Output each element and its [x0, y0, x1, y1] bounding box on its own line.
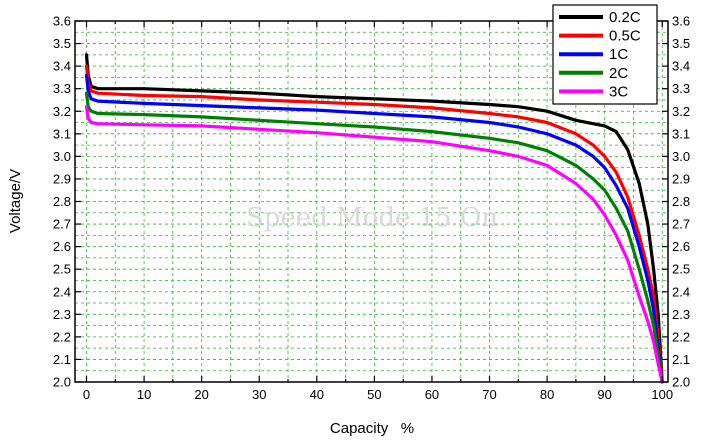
x-tick-label: 0	[83, 387, 90, 402]
series-lines	[84, 53, 664, 384]
series-line-0.5C	[84, 64, 664, 384]
x-tick-label: 40	[310, 387, 324, 402]
x-axis-title: Capacity %	[330, 420, 414, 437]
y-tick-label-right: 3.0	[672, 149, 690, 164]
legend-label-0.5C: 0.5C	[609, 28, 641, 45]
y-tick-label-left: 3.0	[53, 149, 71, 164]
series-line-3C	[84, 105, 664, 384]
y-tick-label-right: 2.9	[672, 171, 690, 186]
y-tick-label-left: 2.0	[53, 375, 71, 390]
legend-box	[552, 4, 658, 105]
grid	[75, 21, 668, 382]
y-tick-label-right: 2.0	[672, 375, 690, 390]
tick-labels: 2.0 2.0 2.1 2.1 2.2 2.2 2.3 2.3 2.4 2.4 2.5 2.5 2.6 2…	[53, 14, 690, 403]
y-tick-label-left: 2.2	[53, 329, 71, 344]
y-tick-label-right: 2.3	[672, 307, 690, 322]
y-tick-label-left: 3.5	[53, 36, 71, 51]
y-tick-label-left: 2.1	[53, 352, 71, 367]
y-tick-label-right: 3.1	[672, 126, 690, 141]
y-tick-label-right: 2.8	[672, 194, 690, 209]
watermark: Speed Mode 15 On	[246, 203, 498, 233]
legend-label-0.2C: 0.2C	[609, 9, 641, 26]
y-tick-label-right: 3.2	[672, 104, 690, 119]
x-tick-label: 50	[367, 387, 381, 402]
y-tick-label-right: 2.2	[672, 329, 690, 344]
y-tick-label-left: 3.3	[53, 81, 71, 96]
y-tick-label-right: 2.1	[672, 352, 690, 367]
x-tick-label: 30	[252, 387, 266, 402]
x-tick-label: 90	[597, 387, 611, 402]
legend-label-2C: 2C	[609, 65, 628, 82]
x-tick-label: 70	[482, 387, 496, 402]
x-tick-label: 10	[137, 387, 151, 402]
y-tick-label-right: 3.3	[672, 81, 690, 96]
legend-label-1C: 1C	[609, 46, 628, 63]
y-tick-label-right: 3.6	[672, 14, 690, 29]
y-tick-label-right: 2.7	[672, 217, 690, 232]
x-tick-label: 80	[540, 387, 554, 402]
y-tick-label-left: 3.4	[53, 59, 71, 74]
series-line-1C	[84, 73, 664, 384]
series-line-2C	[84, 91, 664, 384]
y-tick-label-right: 2.6	[672, 239, 690, 254]
legend-label-3C: 3C	[609, 83, 628, 100]
y-tick-label-left: 2.6	[53, 239, 71, 254]
y-tick-label-left: 2.3	[53, 307, 71, 322]
x-tick-label: 20	[194, 387, 208, 402]
y-tick-label-left: 2.5	[53, 262, 71, 277]
x-tick-label: 100	[651, 387, 673, 402]
y-tick-label-left: 3.6	[53, 14, 71, 29]
y-axis-title: Voltage/V	[7, 169, 24, 233]
series-line-0.2C	[84, 53, 664, 384]
y-tick-label-left: 2.7	[53, 217, 71, 232]
y-tick-label-left: 2.9	[53, 171, 71, 186]
y-tick-label-right: 2.4	[672, 284, 690, 299]
y-tick-label-right: 2.5	[672, 262, 690, 277]
y-tick-label-left: 3.2	[53, 104, 71, 119]
x-tick-label: 60	[425, 387, 439, 402]
y-tick-label-right: 3.5	[672, 36, 690, 51]
y-tick-label-left: 2.4	[53, 284, 71, 299]
y-tick-label-left: 2.8	[53, 194, 71, 209]
y-tick-label-left: 3.1	[53, 126, 71, 141]
y-tick-label-right: 3.4	[672, 59, 690, 74]
